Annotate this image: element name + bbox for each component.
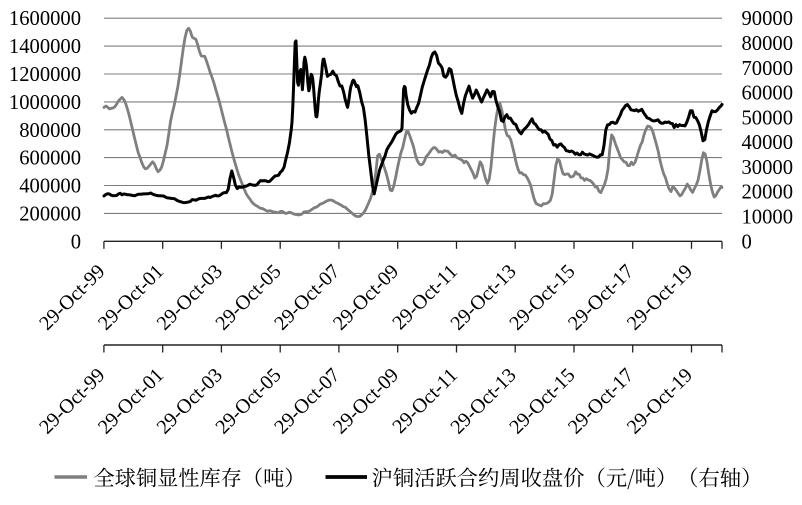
svg-text:1400000: 1400000 <box>9 36 81 58</box>
svg-text:200000: 200000 <box>19 203 81 225</box>
svg-text:1200000: 1200000 <box>9 64 81 86</box>
svg-text:400000: 400000 <box>19 176 81 198</box>
svg-text:70000: 70000 <box>742 58 793 80</box>
svg-text:600000: 600000 <box>19 148 81 170</box>
svg-text:40000: 40000 <box>742 132 793 154</box>
svg-text:30000: 30000 <box>742 157 793 179</box>
svg-text:50000: 50000 <box>742 107 793 129</box>
svg-text:10000: 10000 <box>742 207 793 229</box>
svg-text:60000: 60000 <box>742 83 793 105</box>
svg-text:90000: 90000 <box>742 8 793 30</box>
svg-text:20000: 20000 <box>742 182 793 204</box>
svg-text:800000: 800000 <box>19 120 81 142</box>
svg-text:1000000: 1000000 <box>9 92 81 114</box>
svg-text:80000: 80000 <box>742 33 793 55</box>
svg-text:0: 0 <box>71 231 81 253</box>
svg-text:0: 0 <box>742 231 752 253</box>
svg-text:1600000: 1600000 <box>9 8 81 30</box>
